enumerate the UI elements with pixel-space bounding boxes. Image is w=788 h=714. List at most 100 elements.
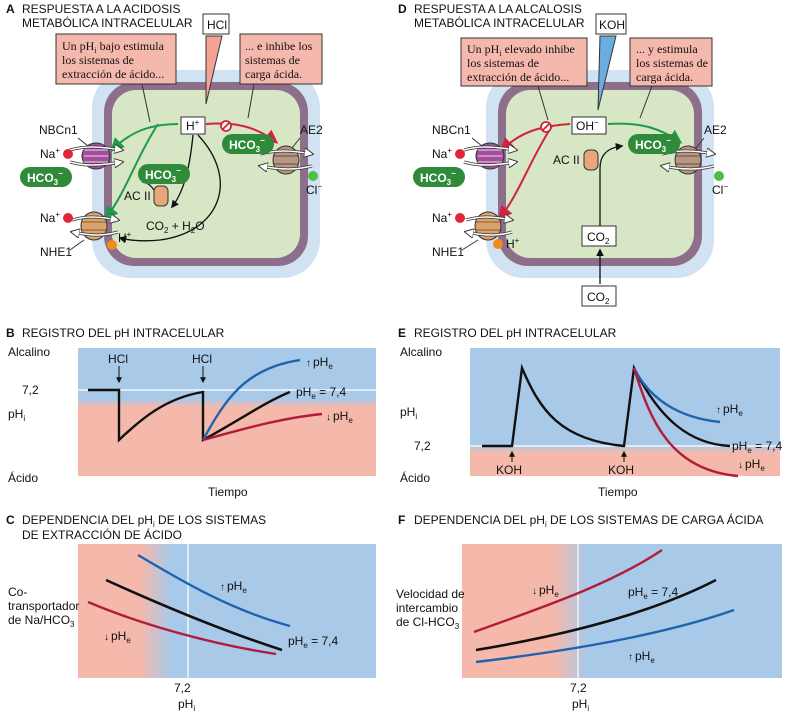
pipette-label-box-d [595,13,627,35]
note-left-d-line-1: Un pHi elevado inhibe [467,42,575,58]
panel-f-label-mid: pHe = 7,4 [628,585,678,601]
pipette-label: HCl [207,18,227,32]
panel-b-trace-blue [201,358,301,441]
pipette-icon [205,35,223,105]
panel-c-curve-red [87,600,277,656]
arrow-red-to-nbcn1-d [500,123,571,152]
panel-a-letter: A [6,2,15,16]
h-ion-box [180,116,206,135]
note-right [239,33,323,85]
panel-c-plot-area [78,544,376,678]
panel-c-title-2: DE EXTRACCIÓN DE ÁCIDO [22,527,182,542]
panel-e-trace-red [632,367,739,478]
nbcn1-transporter-icon-d [463,142,516,170]
panel-f-ylabel-1: Velocidad de [396,587,465,601]
panel-e-xlabel: Tiempo [598,485,638,499]
panel-b-label-high: ↑ pHe [306,355,333,371]
panel-c: C DEPENDENCIA DEL pHi DE LOS SISTEMAS DE… [6,513,376,713]
panel-b-letter: B [6,326,15,340]
note-left-line-1: Un pHi bajo estimula [62,39,165,55]
panel-f-letter: F [398,513,405,527]
panel-f-ylabel-3: de Cl-HCO3 [396,615,460,631]
panel-b-title: REGISTRO DEL pH INTRACELULAR [22,326,225,340]
panel-c-tick: 7,2 [174,681,191,695]
note-left-d-line-2: los sistemas de [467,56,539,70]
panel-e-alcalino: Alcalino [400,345,442,359]
panel-e-acido: Ácido [400,470,430,485]
ae2-label-d: AE2 [704,123,727,137]
panel-e-koh-2: KOH [608,463,634,477]
panel-c-title-1: DEPENDENCIA DEL pHi DE LOS SISTEMAS [22,513,266,529]
nbcn1-transporter-icon [69,142,122,170]
panel-f: F DEPENDENCIA DEL pHi DE LOS SISTEMAS DE… [396,512,782,713]
h-label-nhe1: H+ [118,230,132,245]
panel-e-ylabel: pHi [400,405,417,421]
nhe1-transporter-icon-d [466,211,512,241]
panel-f-xlabel: pHi [572,697,589,713]
arrow-co2-to-hco3 [599,142,624,226]
acii-enzyme-icon [153,185,169,207]
acii-label-d: AC II [553,153,580,167]
nhe1-label-d: NHE1 [432,245,464,259]
note-right-d-line-2: los sistemas de [636,56,708,70]
panel-f-curve-black [475,578,717,652]
co2-box-outer [581,285,617,307]
panel-e-label-mid: pHe = 7,4 [732,439,782,455]
na-label-2: Na+ [40,210,60,225]
panel-e-trace-blue [632,367,721,424]
cell-cytoplasm [112,90,300,258]
panel-e-label-low: ↓ pHe [738,457,765,473]
hco3-left-label: HCO3− [27,169,63,187]
hco3-pill-right [222,134,274,154]
ae2-label: AE2 [300,123,323,137]
panel-b-xlabel: Tiempo [208,485,248,499]
acii-enzyme-icon-d [583,149,599,171]
panel-e: E REGISTRO DEL pH INTRACELULAR Alcalino … [398,326,782,499]
na-label-d-2: Na+ [432,210,452,225]
panel-e-tick: 7,2 [414,439,431,453]
panel-c-ylabel-2: transportador [8,599,79,613]
panel-b-trace-black [88,388,291,443]
nhe1-label: NHE1 [40,245,72,259]
oh-ion-label: OH− [576,118,599,133]
panel-c-label-low: ↓ pHe [104,629,131,645]
panel-d-title-1: RESPUESTA A LA ALCALOSIS [414,2,582,16]
panel-f-curve-blue [475,608,735,664]
note-right-line-2: sistemas de [245,53,300,67]
nhe1-transporter-icon [72,211,118,241]
note-right-d [629,37,713,87]
na-ion-icon-d-2 [455,213,465,223]
panel-c-ylabel-3: de Na/HCO3 [8,613,75,629]
cl-ion-icon [308,171,318,181]
panel-a-title-1: RESPUESTA A LA ACIDOSIS [22,2,181,16]
panel-c-ylabel-1: Co- [8,585,27,599]
arrow-h-to-nhe1 [118,134,221,244]
panel-c-label-mid: pHe = 7,4 [288,634,338,650]
panel-a: A RESPUESTA A LA ACIDOSIS METABÓLICA INT… [6,2,323,278]
panel-f-curve-red [473,549,663,634]
panel-e-letter: E [398,326,406,340]
panel-f-tick: 7,2 [570,681,587,695]
hco3-right-d-label: HCO3− [635,136,671,154]
panel-e-title: REGISTRO DEL pH INTRACELULAR [414,326,617,340]
hco3-pill-center [138,164,190,184]
na-ion-icon-d [455,149,465,159]
arrow-red-to-nhe1-d [498,125,553,221]
hco3-left-d-label: HCO3− [420,169,456,187]
note-right-line-1: ... e inhibe los [245,39,313,53]
panel-b-acido: Ácido [8,470,38,485]
na-label-d-1: Na+ [432,146,452,161]
hco3-pill-left [20,167,72,187]
ae2-transporter-icon [260,145,312,175]
hco3-pill-left-d [413,167,465,187]
h-ion-icon-d [493,239,503,249]
cl-label: Cl− [306,182,322,197]
co2-inner-label: CO2 [587,230,610,246]
panel-b-hcl-1: HCl [108,352,128,366]
arrow-green-to-nhe1 [104,123,159,221]
note-right-d-line-3: carga ácida. [636,70,693,84]
panel-b-trace-red [202,412,323,442]
note-left-pointer [132,83,151,123]
panel-f-title-1: DEPENDENCIA DEL pHi DE LOS SISTEMAS DE C… [414,512,763,529]
